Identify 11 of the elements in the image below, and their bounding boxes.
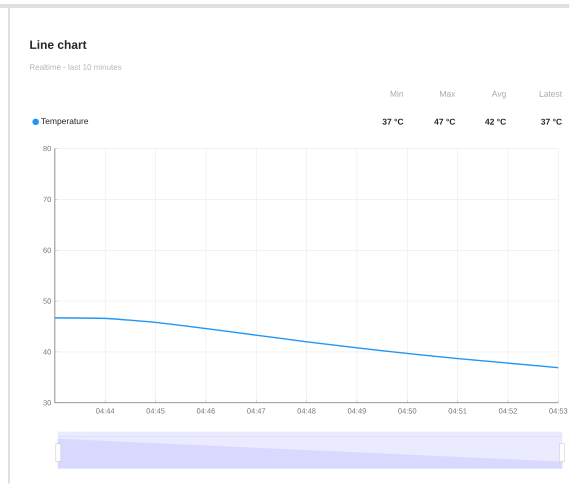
line-series — [54, 317, 560, 369]
text: Avg — [492, 91, 506, 99]
text: Latest — [540, 91, 562, 98]
text: Max — [440, 91, 456, 98]
legend-label: Temperature — [41, 118, 88, 126]
chart-title: Line chart — [30, 40, 86, 50]
text: 42 °C — [485, 118, 506, 125]
text: 37 °C — [541, 118, 562, 125]
text: 47 °C — [434, 118, 456, 125]
text: Min — [390, 90, 404, 97]
text: 37 °C — [382, 118, 404, 125]
